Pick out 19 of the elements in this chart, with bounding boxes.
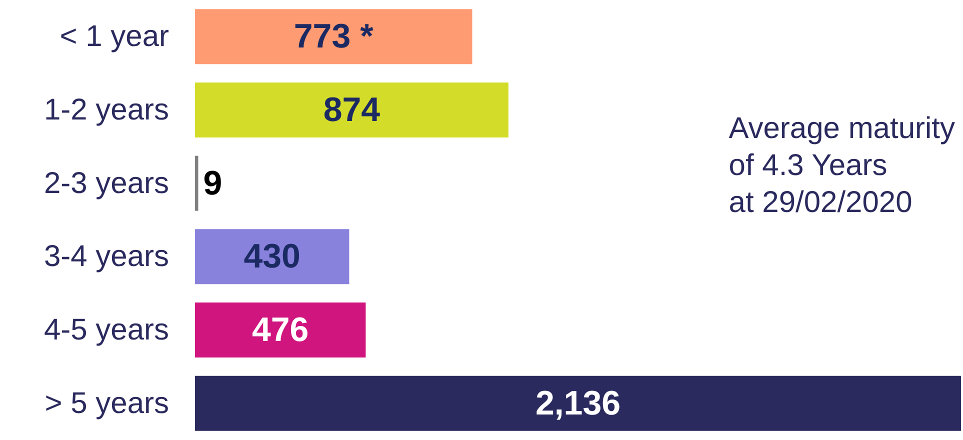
data-label: 2,136: [535, 384, 621, 422]
bar: [195, 156, 198, 211]
bar: [195, 229, 350, 284]
bar: [195, 376, 961, 431]
y-tick-label: < 1 year: [60, 20, 170, 54]
bar: [195, 82, 508, 138]
y-tick-label: 2-3 years: [44, 166, 169, 200]
bar: [195, 302, 366, 358]
data-label: 430: [244, 238, 300, 276]
y-tick-label: 1-2 years: [44, 94, 169, 126]
y-tick-label: 4-5 years: [44, 314, 169, 346]
data-label: 773 *: [294, 18, 374, 56]
annotation: Average maturity of 4.3 Years at 29/02/2020: [728, 112, 956, 219]
data-label: 9: [203, 164, 222, 202]
y-tick-label: > 5 years: [44, 386, 169, 420]
data-label: 476: [252, 311, 309, 349]
y-tick-label: 3-4 years: [44, 240, 169, 274]
bar: [195, 9, 472, 64]
data-label: 874: [323, 91, 380, 129]
